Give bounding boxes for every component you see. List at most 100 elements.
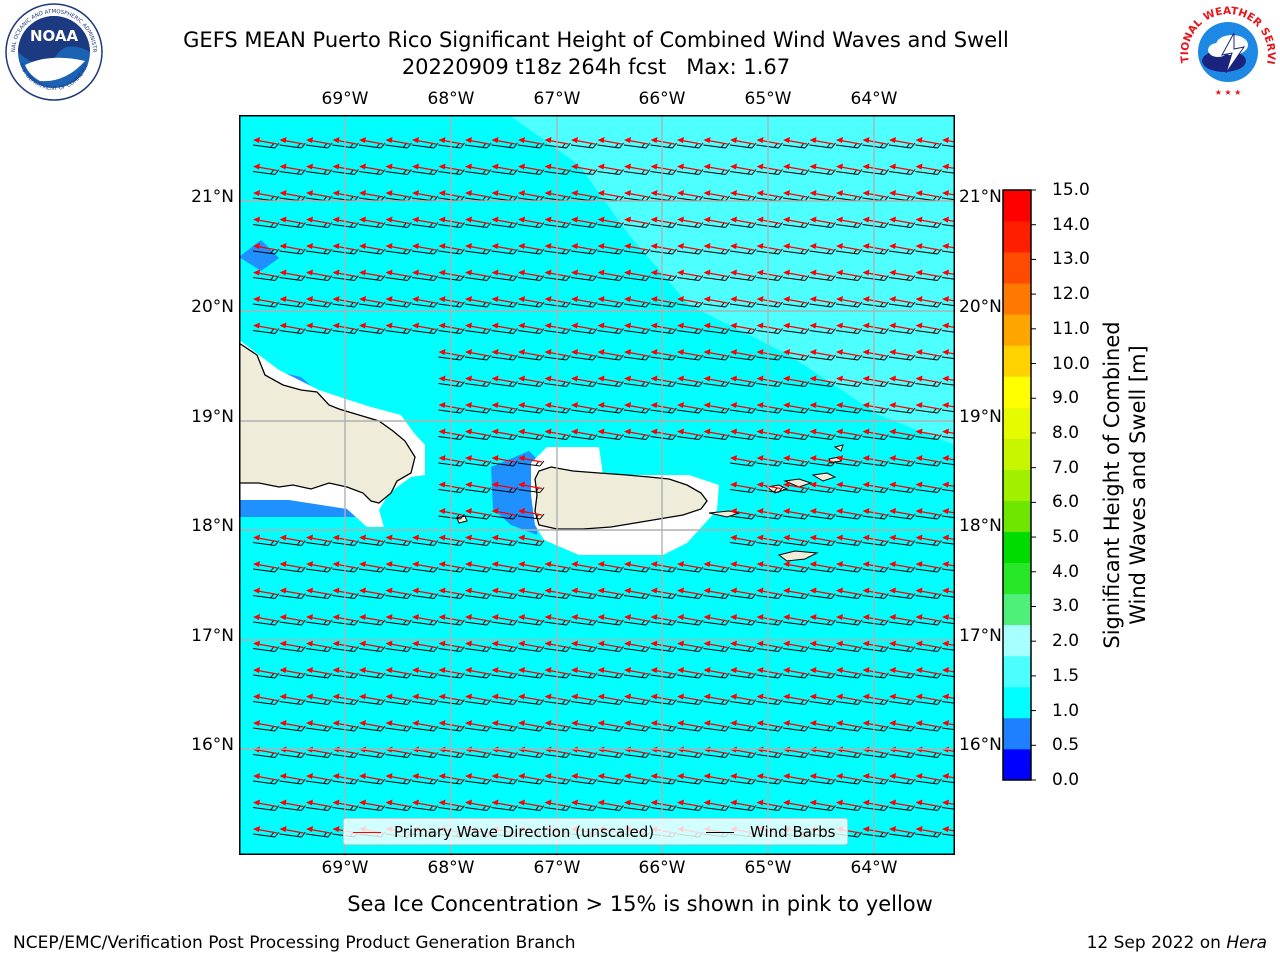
wind-barb [570,383,594,387]
wind-barb [597,144,620,149]
wind-barb [570,568,594,573]
wind-barb [491,701,514,705]
wind-barb [544,277,567,281]
vector-cell [411,587,439,599]
wind-barb [623,303,647,308]
vector-cell [729,243,757,255]
vector-cell [862,614,889,626]
wind-barb [252,171,276,175]
vector-cell [650,322,677,334]
vector-cell [862,534,889,546]
wind-barb [676,330,700,334]
wind-barb [623,807,647,811]
vector-cell [703,269,730,281]
wind-barb [835,409,859,414]
wind-barb [888,250,912,255]
vector-cell [941,773,955,784]
wind-barb [570,436,594,440]
wind-barb [915,489,938,493]
wind-barb [252,277,276,281]
wind-barb [941,383,955,386]
wind-barb [782,701,806,705]
wind-barb [279,674,302,679]
vector-cell [252,296,280,308]
wind-barb [517,780,541,785]
vector-cell [332,640,359,652]
wind-barb [358,648,382,652]
vector-cell [570,773,598,785]
vector-cell [252,799,280,811]
vector-cell [862,481,889,493]
vector-cell [491,137,518,149]
vector-cell [623,322,651,334]
vector-cell [703,773,730,785]
wind-barb [358,595,382,599]
vector-cell [358,720,386,732]
vector-cell [782,428,810,440]
vector-cell [888,349,916,361]
wind-barb [809,568,832,573]
wind-barb [703,250,726,255]
wind-barb [358,674,382,679]
vector-cell [676,693,704,705]
vector-cell [835,137,863,149]
vector-cell [358,640,386,652]
vector-cell [385,561,412,573]
vector-cell [279,561,306,573]
wind-barb [782,250,806,255]
vector-cell [676,296,704,308]
vector-cell [835,667,863,679]
vector-cell [597,163,624,175]
wind-barb [570,303,594,308]
vector-cell [358,296,386,308]
vector-cell [279,137,306,149]
vector-cell [623,720,651,732]
wind-barb [597,754,620,758]
vector-cell [464,402,492,414]
wind-barb [782,224,806,228]
vector-cell [491,163,518,175]
wind-barb [676,356,700,361]
vector-cell [623,163,651,175]
vector-cell [623,216,651,228]
wind-barb [358,568,382,573]
wind-barb [385,807,408,811]
wind-barb [729,224,753,228]
vector-cell [650,375,677,387]
wind-barb [676,754,700,758]
vector-cell [703,667,730,679]
wind-barb [358,780,382,785]
wind-barb [623,780,647,785]
wind-barb [279,542,302,546]
vector-cell [729,455,757,467]
wind-barb [411,330,435,334]
vector-cell [862,375,889,387]
wind-barb [888,383,912,387]
vector-cell [809,243,836,255]
vector-cell [888,826,916,838]
wind-barb [464,515,488,520]
wind-barb [888,833,912,838]
vector-cell [464,799,492,811]
vector-cell [782,375,810,387]
vector-cell [464,508,492,520]
wind-barb [544,701,567,705]
wind-barb [358,727,382,732]
vector-cell [809,163,836,175]
vector-cell [464,243,492,255]
wind-barb [782,807,806,811]
vector-cell [464,667,492,679]
wind-barb [279,833,302,838]
wind-barb [517,250,541,255]
vector-cell [703,693,730,705]
wind-barb [438,409,461,414]
colorbar-segment [1003,500,1031,532]
vector-cell [729,137,757,149]
vector-cell [703,640,730,652]
vector-cell [676,667,704,679]
wind-barb [438,648,461,652]
vector-cell [888,402,916,414]
vector-cell [756,243,783,255]
wind-barb [835,277,859,281]
lat-label-right: 19°N [959,407,1002,427]
